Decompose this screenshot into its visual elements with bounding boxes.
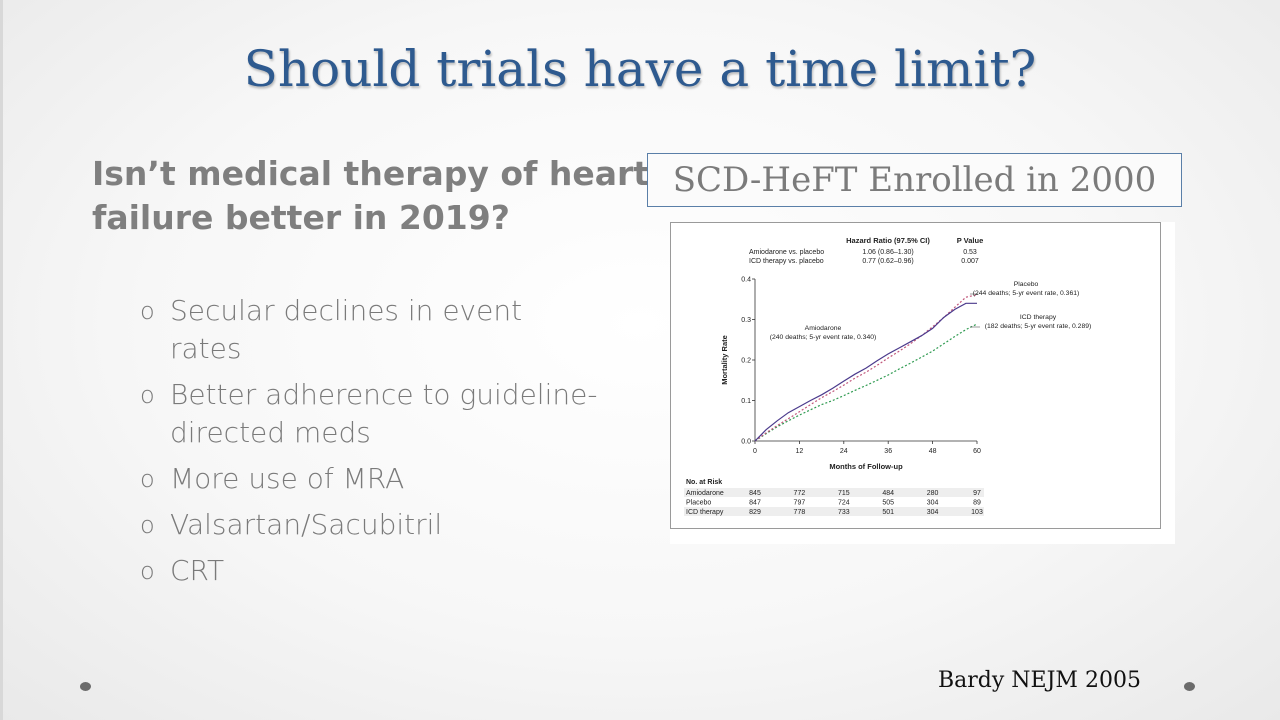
at-risk-value: 501 — [882, 509, 894, 516]
bullet-marker: o — [140, 511, 155, 539]
citation: Bardy NEJM 2005 — [938, 668, 1141, 693]
at-risk-row-label: Placebo — [686, 500, 711, 507]
at-risk-value: 89 — [973, 500, 981, 507]
y-tick-label: 0.2 — [741, 358, 751, 365]
at-risk-value: 797 — [794, 500, 806, 507]
bullet-item: o Better adherence to guideline-directed … — [140, 376, 600, 452]
bullet-text: Secular declines in event rates — [170, 294, 523, 365]
bullet-item: o More use of MRA — [140, 460, 600, 498]
bullet-text: Valsartan/Sacubitril — [170, 508, 443, 541]
at-risk-value: 845 — [749, 490, 761, 497]
km-chart-svg: Hazard Ratio (97.5% CI) P Value Amiodarone… — [670, 222, 1161, 529]
at-risk-row-band — [684, 507, 984, 516]
x-tick-label: 24 — [840, 448, 848, 455]
annotation-icd-therapy-line: ICD therapy — [1020, 314, 1057, 321]
y-tick-label: 0.4 — [741, 277, 751, 284]
bullet-text: More use of MRA — [170, 462, 405, 495]
slide-corner-dot-left — [80, 682, 91, 691]
at-risk-value: 484 — [882, 490, 894, 497]
bullet-marker: o — [140, 381, 155, 409]
at-risk-value: 724 — [838, 500, 850, 507]
x-tick-label: 60 — [973, 448, 981, 455]
y-axis-label: Mortality Rate — [720, 335, 729, 385]
hr-row-label: ICD therapy vs. placebo — [749, 258, 824, 265]
annotation-icd-therapy-line: (182 deaths; 5-yr event rate, 0.289) — [985, 323, 1092, 330]
annotation-amiodarone-line: (240 deaths; 5-yr event rate, 0.340) — [770, 334, 877, 341]
at-risk-value: 715 — [838, 490, 850, 497]
annotation-amiodarone-line: Amiodarone — [805, 325, 842, 332]
x-tick-label: 36 — [884, 448, 892, 455]
at-risk-value: 103 — [971, 509, 983, 516]
km-figure: Hazard Ratio (97.5% CI) P Value Amiodarone… — [670, 222, 1175, 544]
annotation-placebo-line: Placebo — [1014, 281, 1039, 288]
slide-left-edge — [0, 0, 3, 720]
at-risk-title: No. at Risk — [686, 479, 722, 486]
slide-corner-dot-right — [1184, 682, 1195, 691]
at-risk-row-label: Amiodarone — [686, 490, 724, 497]
hr-row-pvalue: 0.53 — [963, 249, 977, 256]
y-tick-label: 0.3 — [741, 317, 751, 324]
bullet-marker: o — [140, 465, 155, 493]
at-risk-value: 778 — [794, 509, 806, 516]
bullet-text: CRT — [170, 554, 225, 587]
series-line-icd-therapy — [754, 323, 978, 442]
at-risk-value: 847 — [749, 500, 761, 507]
at-risk-value: 280 — [927, 490, 939, 497]
bullet-list: o Secular declines in event rates o Better… — [140, 292, 600, 598]
hr-row-pvalue: 0.007 — [961, 258, 979, 265]
at-risk-value: 829 — [749, 509, 761, 516]
at-risk-value: 304 — [927, 500, 939, 507]
hr-row-label: Amiodarone vs. placebo — [749, 249, 824, 256]
hr-header-label: Hazard Ratio (97.5% CI) — [846, 236, 930, 245]
bullet-text: Better adherence to guideline-directed m… — [170, 378, 598, 449]
bullet-item: o Secular declines in event rates — [140, 292, 600, 368]
hr-row-ratio: 0.77 (0.62–0.96) — [862, 258, 913, 265]
bullet-marker: o — [140, 297, 155, 325]
x-axis-label: Months of Follow-up — [829, 462, 903, 471]
bullet-item: o Valsartan/Sacubitril — [140, 506, 600, 544]
x-tick-label: 48 — [929, 448, 937, 455]
at-risk-value: 505 — [882, 500, 894, 507]
trial-enrollment-box: SCD-HeFT Enrolled in 2000 — [647, 153, 1182, 207]
at-risk-value: 733 — [838, 509, 850, 516]
x-tick-label: 0 — [753, 448, 757, 455]
slide-subheading: Isn’t medical therapy of heart failure b… — [92, 154, 650, 237]
y-tick-label: 0.0 — [741, 439, 751, 446]
y-tick-label: 0.1 — [741, 398, 751, 405]
hr-header-pvalue: P Value — [957, 236, 984, 245]
at-risk-row-band — [684, 488, 984, 497]
figure-frame — [670, 222, 1161, 529]
bullet-item: o CRT — [140, 552, 600, 590]
bullet-marker: o — [140, 557, 155, 585]
annotation-placebo-line: (244 deaths; 5-yr event rate, 0.361) — [973, 290, 1080, 297]
at-risk-row-label: ICD therapy — [686, 509, 724, 516]
hr-row-ratio: 1.06 (0.86–1.30) — [862, 249, 913, 256]
at-risk-value: 304 — [927, 509, 939, 516]
at-risk-value: 772 — [794, 490, 806, 497]
x-tick-label: 12 — [796, 448, 804, 455]
slide-title: Should trials have a time limit? — [243, 40, 1037, 98]
at-risk-value: 97 — [973, 490, 981, 497]
series-line-amiodarone — [754, 302, 977, 442]
